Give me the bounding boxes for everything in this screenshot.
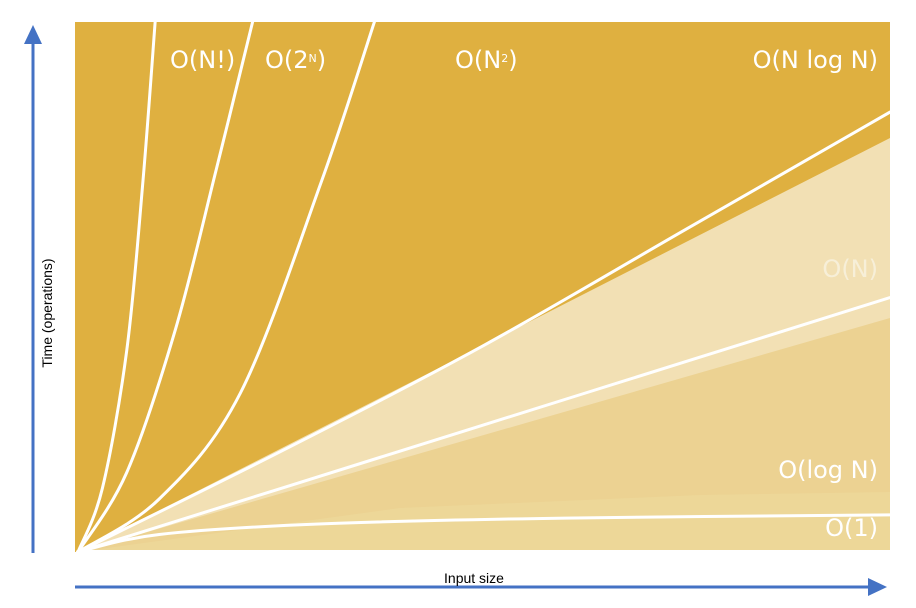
curve-quadratic <box>76 22 376 552</box>
y-axis-title: Time (operations) <box>39 258 55 367</box>
region-below-log <box>78 492 890 552</box>
curve-linearithmic <box>76 110 890 552</box>
curve-linear <box>76 296 890 552</box>
label-logarithmic: O(log N) <box>778 456 878 484</box>
x-axis-title: Input size <box>444 570 504 586</box>
label-n-log-n: O(N log N) <box>753 46 878 74</box>
curve-logarithmic <box>76 513 890 552</box>
label-exponential: O(2N) <box>265 46 326 74</box>
x-axis-arrowhead <box>868 578 887 596</box>
label-constant: O(1) <box>825 514 878 542</box>
curve-factorial <box>76 22 157 552</box>
label-factorial: O(N!) <box>170 46 235 74</box>
label-linear: O(N) <box>822 255 878 283</box>
y-axis-arrowhead <box>24 25 42 44</box>
curve-exponential <box>76 22 255 552</box>
region-below-linear <box>78 318 890 552</box>
label-quadratic: O(N2) <box>455 46 518 74</box>
